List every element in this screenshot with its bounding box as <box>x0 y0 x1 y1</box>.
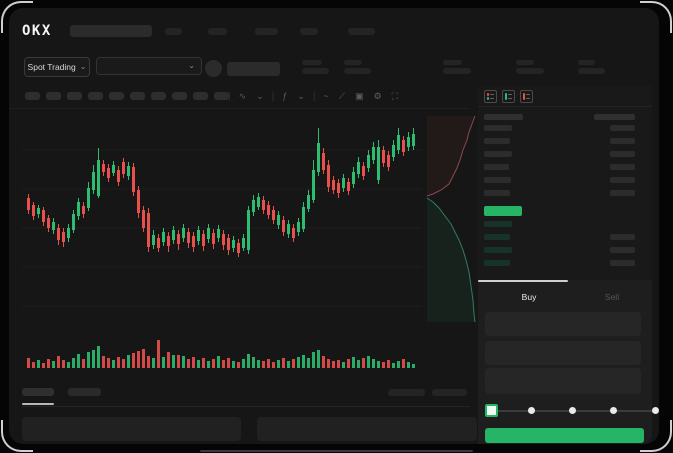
interval-button[interactable] <box>214 92 229 100</box>
coin-avatar <box>205 60 222 77</box>
camera-icon[interactable]: ▣ <box>355 90 364 101</box>
settings-gear-icon[interactable]: ⚙ <box>373 90 382 101</box>
chevron-down-icon[interactable]: ⌄ <box>256 90 264 101</box>
ask-row-price[interactable] <box>484 151 512 157</box>
nav-item[interactable] <box>208 28 227 35</box>
fullscreen-icon[interactable]: ⛶ <box>391 90 398 101</box>
pair-name-placeholder <box>227 62 280 76</box>
global-search-placeholder[interactable] <box>70 25 152 37</box>
active-tab-indicator <box>478 280 568 282</box>
interval-button[interactable] <box>109 92 124 100</box>
candlestick-chart[interactable] <box>22 110 422 335</box>
amount-slider-handle[interactable] <box>485 404 498 417</box>
slider-stop-dot[interactable] <box>651 407 659 414</box>
bid-row-size <box>610 260 635 266</box>
ask-row-price[interactable] <box>484 138 510 144</box>
ask-row-price[interactable] <box>484 190 510 196</box>
price-input[interactable] <box>485 312 641 336</box>
slider-stop-dot[interactable] <box>610 407 618 414</box>
last-price-badge[interactable] <box>484 206 522 216</box>
nav-item[interactable] <box>348 28 375 35</box>
interval-button[interactable] <box>193 92 208 100</box>
bid-row-price[interactable] <box>484 234 510 240</box>
nav-item[interactable] <box>165 28 182 35</box>
app-window: OKX Spot Trading ⌄ ⌄ <box>9 8 659 444</box>
bid-row-size <box>610 234 635 240</box>
chevron-down-icon[interactable]: ⌄ <box>297 90 305 101</box>
divider: | <box>312 90 316 102</box>
nav-item[interactable] <box>255 28 278 35</box>
bid-row-price[interactable] <box>484 221 512 227</box>
ask-row-size <box>610 138 635 144</box>
chevron-down-icon: ⌄ <box>188 61 195 70</box>
line-tool-icon[interactable]: ~ <box>323 90 329 101</box>
bid-row-price[interactable] <box>484 247 512 253</box>
slider-stop-dot[interactable] <box>527 407 535 414</box>
market-type-label: Spot Trading <box>27 62 76 72</box>
ask-row-price[interactable] <box>484 177 511 183</box>
interval-button[interactable] <box>172 92 187 100</box>
ask-row-price[interactable] <box>484 164 509 170</box>
ask-row-size <box>610 177 635 183</box>
bottom-active-tab-underline <box>22 403 54 405</box>
interval-button[interactable] <box>130 92 145 100</box>
slider-stop-dot[interactable] <box>569 407 576 414</box>
bottom-tab-order-history[interactable] <box>68 388 101 396</box>
chart-tools[interactable]: | ∿ ⌄ | ƒ ⌄ | ~ ⟋ ▣ ⚙ ⛶ <box>225 90 403 102</box>
interval-button[interactable] <box>88 92 103 100</box>
bid-row-price[interactable] <box>484 260 510 266</box>
bid-row-size <box>610 247 635 253</box>
depth-chart[interactable] <box>425 110 478 325</box>
bottom-tab-open-orders[interactable] <box>22 388 54 396</box>
measure-icon[interactable]: ⟋ <box>338 90 346 101</box>
divider <box>22 406 470 407</box>
divider <box>478 106 652 107</box>
ask-row-size <box>610 151 635 157</box>
orders-table-skeleton <box>22 417 241 441</box>
book-bids-icon[interactable] <box>502 90 515 103</box>
tab-sell[interactable]: Sell <box>604 292 620 302</box>
interval-button[interactable] <box>25 92 40 100</box>
ask-row-size <box>610 125 635 131</box>
amount-input[interactable] <box>485 341 641 365</box>
volume-bars <box>27 340 415 368</box>
book-both-icon[interactable] <box>484 90 497 103</box>
ask-row-price[interactable] <box>484 125 512 131</box>
formula-icon[interactable]: ƒ <box>282 90 288 101</box>
market-type-selector[interactable]: Spot Trading ⌄ <box>24 57 90 77</box>
interval-button[interactable] <box>151 92 166 100</box>
interval-button[interactable] <box>46 92 61 100</box>
book-col-header <box>594 114 635 120</box>
interval-button[interactable] <box>67 92 82 100</box>
pair-selector-dropdown[interactable]: ⌄ <box>96 57 202 75</box>
bottom-filter-button[interactable] <box>432 389 467 396</box>
bezel-bottom-highlight <box>200 450 473 452</box>
ask-row-size <box>610 190 635 196</box>
nav-item[interactable] <box>300 28 318 35</box>
indicator-wave-icon[interactable]: ∿ <box>238 90 247 101</box>
book-col-header <box>484 114 523 120</box>
chevron-down-icon: ⌄ <box>79 62 87 71</box>
bottom-filter-button[interactable] <box>388 389 425 396</box>
orders-table-skeleton <box>257 417 477 441</box>
divider <box>9 108 470 109</box>
buy-submit-button[interactable] <box>485 428 644 443</box>
tab-buy[interactable]: Buy <box>521 292 537 302</box>
divider: | <box>271 90 275 102</box>
okx-logo[interactable]: OKX <box>22 23 52 39</box>
divider: | <box>228 90 231 102</box>
book-asks-icon[interactable] <box>520 90 533 103</box>
total-input[interactable] <box>485 368 641 394</box>
ask-row-size <box>610 164 635 170</box>
